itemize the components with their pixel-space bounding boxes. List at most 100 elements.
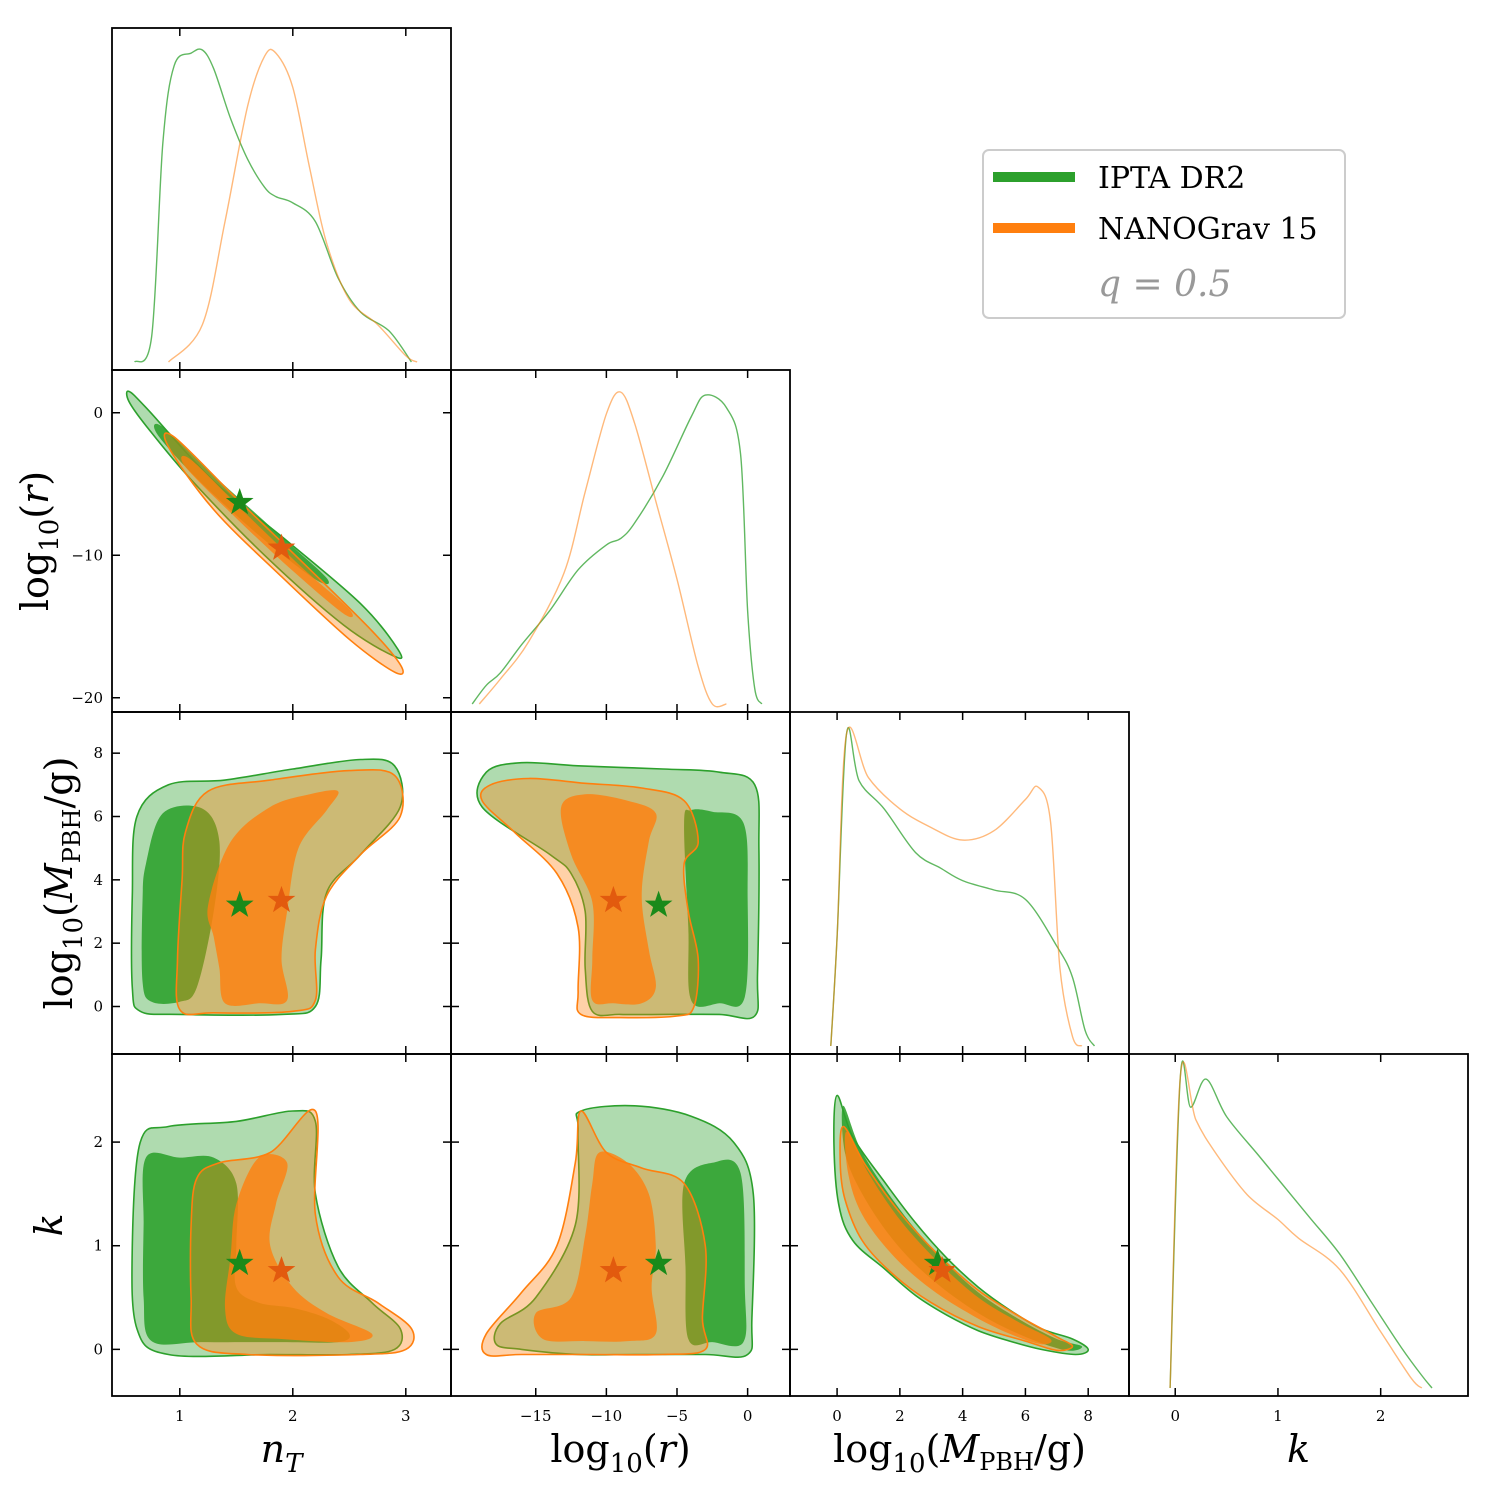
x-axis-label-logM-part: (: [926, 1427, 941, 1471]
contour-68-ipta: [142, 1152, 350, 1345]
legend: IPTA DR2 NANOGrav 15 q = 0.5: [982, 149, 1346, 319]
y-tick-label: 2: [93, 1133, 103, 1151]
marginal-logM-nanograv: [830, 726, 1083, 1047]
contour-95-nanograv: [839, 1125, 1074, 1352]
contours-nT-logM-nanograv: [175, 768, 404, 1016]
x-tick-label: −5: [666, 1407, 688, 1425]
y-axis-label-k-part: k: [27, 1213, 71, 1236]
x-tick-label: 8: [1083, 1407, 1093, 1425]
best-fit-star-nanograv: [267, 533, 296, 560]
x-axis-label-logM-part: M: [939, 1427, 980, 1471]
x-axis-label-logr: log10(r): [550, 1427, 690, 1479]
best-fit-star-nanograv: [599, 885, 628, 913]
best-fit-star-ipta: [225, 890, 254, 917]
contour-68-nanograv: [181, 455, 353, 618]
y-axis-label-logr-part: (: [13, 504, 57, 519]
x-tick-label: 2: [1376, 1407, 1386, 1425]
x-tick-label: 0: [832, 1407, 842, 1425]
contour-68-ipta: [684, 809, 749, 1007]
y-axis-label-logM-part: /g): [37, 757, 81, 809]
y-axis-label-logM-part: (: [37, 902, 81, 917]
contour-68-nanograv: [533, 1151, 657, 1342]
marginal-logr-ipta: [471, 394, 763, 705]
panel-frame-3-3: [1128, 1053, 1469, 1397]
y-tick-label: −10: [71, 546, 103, 564]
y-axis-label-logM-part: PBH: [58, 809, 86, 864]
contours-logr-k-nanograv: [481, 1110, 709, 1357]
x-tick-label: 0: [1170, 1407, 1180, 1425]
y-axis-label-logr: log10(r): [13, 471, 65, 611]
x-axis-label-logM-part: 10: [892, 1449, 925, 1479]
y-tick-label: 1: [93, 1237, 103, 1255]
best-fit-star-nanograv: [267, 885, 296, 913]
x-axis-label-nT-part: T: [285, 1449, 304, 1479]
x-tick-label: 2: [288, 1407, 298, 1425]
best-fit-star-nanograv: [267, 1256, 296, 1283]
y-tick-label: 0: [93, 404, 103, 422]
x-axis-label-logr-part: 10: [610, 1449, 643, 1479]
contours-logr-logM-nanograv: [479, 777, 700, 1019]
legend-label-ipta: IPTA DR2: [1098, 161, 1245, 196]
y-axis-label-logM-part: M: [37, 862, 81, 903]
y-tick-label: 0: [93, 1340, 103, 1358]
x-axis-label-logr-part: (: [643, 1427, 658, 1471]
y-axis-label-logr-part: r: [13, 483, 57, 504]
marginal-nT-nanograv: [167, 48, 418, 363]
y-axis-label-logr-part: 10: [35, 519, 65, 552]
x-tick-label: 6: [1021, 1407, 1031, 1425]
x-tick-label: −10: [591, 1407, 623, 1425]
marginal-k-ipta: [1169, 1060, 1433, 1389]
legend-label-nanograv: NANOGrav 15: [1098, 212, 1318, 247]
panel-frames: [111, 27, 1469, 1397]
contour-68-nanograv: [844, 1131, 1052, 1345]
x-tick-label: 2: [895, 1407, 905, 1425]
x-tick-label: 3: [401, 1407, 411, 1425]
y-axis-label-logM-part: log: [37, 950, 81, 1009]
x-tick-label: 1: [175, 1407, 185, 1425]
marginal-k-nanograv: [1169, 1061, 1423, 1389]
marginal-logr-nanograv: [478, 391, 727, 708]
legend-frame: [982, 149, 1346, 319]
y-tick-label: −20: [71, 689, 103, 707]
contours-nT-k-nanograv: [189, 1108, 415, 1357]
x-axis-label-logr-part: r: [658, 1427, 679, 1471]
y-axis-label-logM: log10(MPBH/g): [37, 757, 89, 1010]
best-fit-star-nanograv: [928, 1256, 957, 1283]
y-tick-label: 6: [93, 808, 103, 826]
y-axis-label-logr-part: log: [13, 552, 57, 611]
y-tick-label: 2: [93, 934, 103, 952]
x-axis-label-logr-part: ): [676, 1427, 691, 1471]
curves: [134, 48, 1433, 1389]
best-fit-star-nanograv: [599, 1256, 628, 1283]
panel-frame-1-1: [450, 369, 791, 713]
y-axis-label-logM-part: 10: [59, 917, 89, 950]
x-axis-label-k: k: [1287, 1427, 1310, 1471]
best-fit-star-ipta: [225, 487, 254, 515]
x-tick-label: 0: [743, 1407, 753, 1425]
marginal-nT-ipta: [134, 48, 412, 363]
x-tick-label: −15: [520, 1407, 552, 1425]
y-axis-label-logr-part: ): [13, 471, 57, 486]
x-axis-label-logr-part: log: [550, 1427, 609, 1471]
x-axis-label-logM-part: log: [833, 1427, 892, 1471]
x-axis-label-logM-part: PBH: [979, 1448, 1034, 1476]
contour-68-nanograv: [224, 1154, 373, 1343]
y-tick-label: 4: [93, 871, 103, 889]
x-axis-label-nT: nT: [261, 1427, 304, 1479]
best-fit-star-ipta: [644, 890, 673, 917]
x-axis-label-k-part: k: [1287, 1427, 1310, 1471]
best-fit-star-ipta: [225, 1248, 254, 1276]
x-axis-label-logM: log10(MPBH/g): [833, 1427, 1086, 1479]
contour-fills: [125, 390, 1089, 1358]
x-tick-label: 4: [958, 1407, 968, 1425]
y-tick-label: 8: [93, 744, 103, 762]
best-fit-star-ipta: [644, 1248, 673, 1276]
contours-logM-k-nanograv: [839, 1125, 1074, 1352]
x-tick-label: 1: [1273, 1407, 1283, 1425]
x-axis-label-logM-part: /g): [1034, 1427, 1086, 1471]
contour-68-ipta: [682, 1159, 747, 1347]
x-axis-label-nT-part: n: [261, 1427, 285, 1471]
y-tick-label: 0: [93, 998, 103, 1016]
